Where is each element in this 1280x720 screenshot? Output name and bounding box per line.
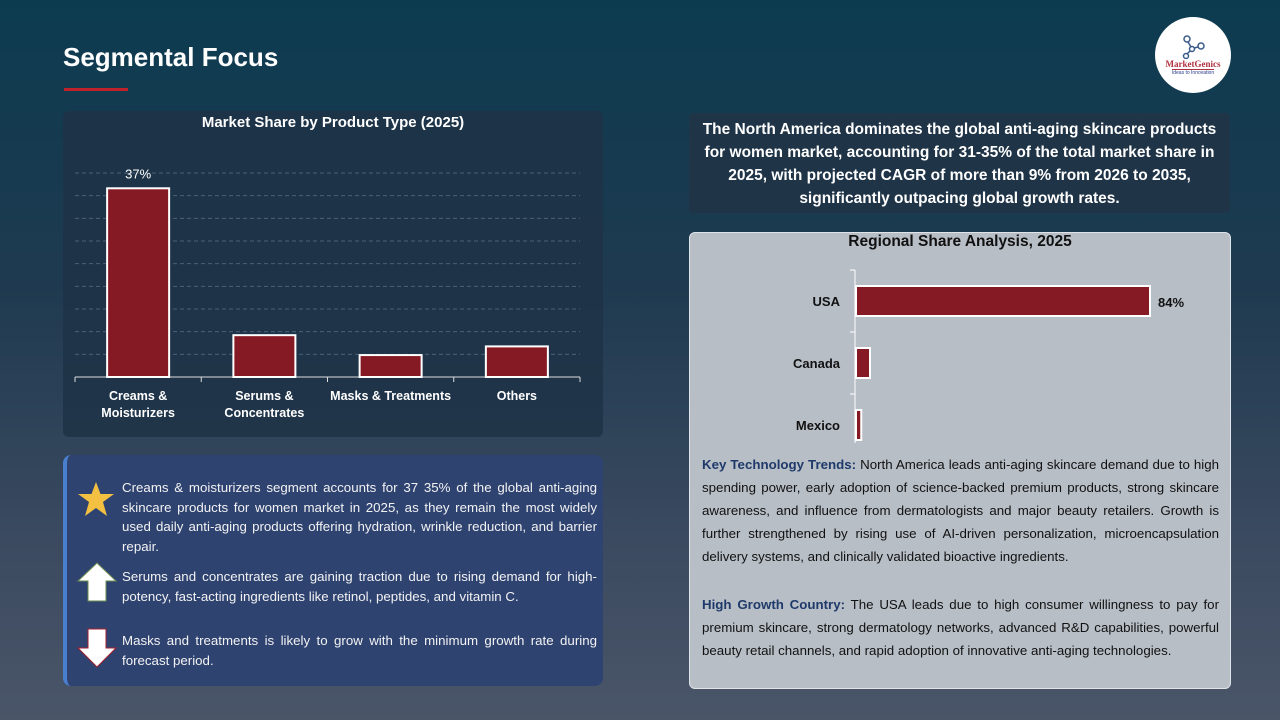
regional-panel: Regional Share Analysis, 2025 USA 84% Cana… [689,232,1231,689]
logo-name: MarketGenics [1165,58,1221,69]
bar-mexico [855,409,863,441]
category-label: Concentrates [224,406,304,420]
bar-3 [484,345,549,378]
key-trends-label: Key Technology Trends: [702,457,857,472]
star-icon [78,482,114,516]
logo: MarketGenics Ideas to Innovation [1155,17,1231,93]
category-label: USA [813,294,841,309]
category-label: Masks & Treatments [330,389,451,403]
bar-1 [232,334,297,378]
chart-title: Market Share by Product Type (2025) [201,114,465,131]
bar-0 [106,187,171,378]
category-label: Serums & [235,389,293,403]
category-label: Moisturizers [101,406,175,420]
regional-chart-title: Regional Share Analysis, 2025 [848,233,1072,250]
high-growth-body: The USA leads due to high consumer willi… [702,597,1220,658]
data-label: 84% [1158,295,1184,310]
high-growth-text: High Growth Country: The USA leads due t… [702,593,1219,662]
key-trends-text: Key Technology Trends: North America lea… [702,453,1219,568]
page-title: Segmental Focus [63,42,279,72]
category-label: Creams & [109,389,167,403]
summary-box: The North America dominates the global a… [689,113,1230,213]
logo-tagline: Ideas to Innovation [1171,68,1215,76]
category-label: Mexico [796,418,840,433]
category-label: Others [497,389,537,403]
bar-canada [855,347,871,379]
product-type-chart-panel: Market Share by Product Type (2025) 37% C… [63,111,603,437]
bar-usa [855,285,1151,317]
title-underline [64,88,128,91]
arrow-down-icon [77,628,117,668]
molecule-icon [1182,34,1205,59]
insights-panel: Creams & moisturizers segment accounts f… [63,455,603,686]
arrow-up-icon [77,562,117,602]
data-label: 37% [125,166,151,181]
insight-masks: Masks and treatments is likely to grow w… [122,633,597,668]
insight-serums: Serums and concentrates are gaining trac… [122,569,597,604]
category-label: Canada [793,356,841,371]
product-type-chart: 37% Creams & Moisturizers Serums & Concentra… [74,166,581,420]
key-trends-body: North America leads anti-aging skincare … [702,457,1219,564]
regional-chart: USA 84% Canada Mexico [793,269,1184,443]
bar-2 [358,354,423,379]
insight-creams: Creams & moisturizers segment accounts f… [122,480,597,554]
high-growth-label: High Growth Country: [702,597,846,612]
